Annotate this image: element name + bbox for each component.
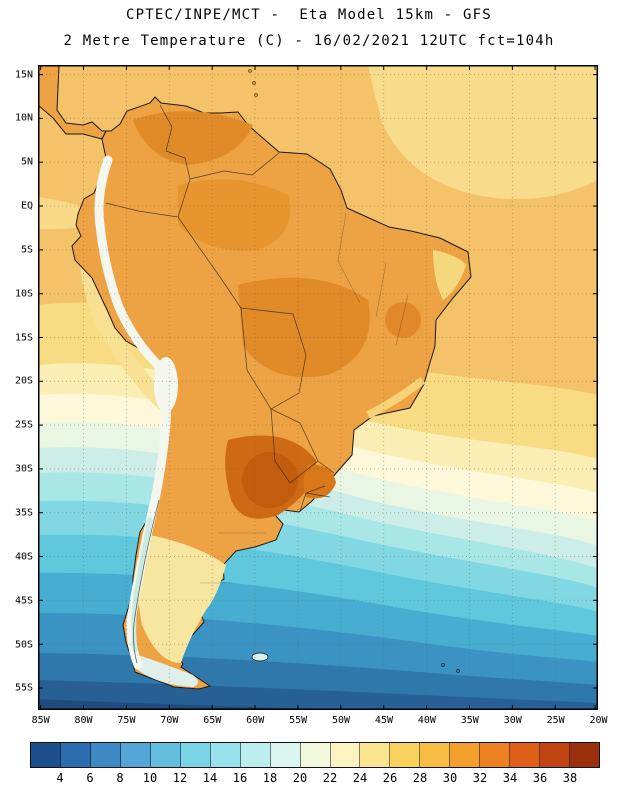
lat-tick-label: 40S: [14, 551, 33, 563]
colorbar-segment: [420, 743, 451, 767]
colorbar-segment: [270, 743, 301, 767]
lat-tick-label: 50S: [14, 639, 33, 651]
colorbar-tick-label: 22: [322, 771, 338, 785]
colorbar-tick-label: 36: [532, 771, 548, 785]
south-america-temperature-map: [37, 64, 598, 710]
lat-tick-label: 20S: [14, 375, 33, 387]
colorbar-tick-label: 28: [412, 771, 428, 785]
colorbar-labels: 4 6 8 10 12 14 16 18 20 22 24 26 28 30 32 34 36 38: [30, 771, 600, 787]
lon-tick-label: 50W: [332, 715, 351, 726]
lon-tick-label: 35W: [460, 715, 479, 726]
colorbar-segment: [540, 743, 571, 767]
colorbar-tick-label: 12: [172, 771, 188, 785]
colorbar-tick-label: 32: [472, 771, 488, 785]
colorbar-tick-label: 14: [202, 771, 218, 785]
colorbar-segment: [480, 743, 511, 767]
map-canvas: [37, 64, 598, 710]
map-title-line1: CPTEC/INPE/MCT - Eta Model 15km - GFS: [126, 7, 492, 23]
colorbar-segment: [300, 743, 331, 767]
colorbar-tick-label: 30: [442, 771, 458, 785]
colorbar-segment: [210, 743, 241, 767]
colorbar-tick-label: 26: [382, 771, 398, 785]
colorbar: [30, 742, 600, 768]
lat-tick-label: 55S: [14, 682, 33, 694]
colorbar-segment: [390, 743, 421, 767]
central-america-landmass: [37, 64, 107, 140]
lat-tick-label: 15S: [14, 332, 33, 344]
lon-tick-label: 75W: [117, 715, 136, 726]
colorbar-segment: [240, 743, 271, 767]
colorbar-tick-label: 6: [86, 771, 94, 785]
lat-tick-label: 5N: [20, 156, 33, 168]
colorbar-tick-label: 38: [562, 771, 578, 785]
lon-tick-label: 60W: [246, 715, 265, 726]
lon-tick-label: 40W: [417, 715, 436, 726]
colorbar-tick-label: 24: [352, 771, 368, 785]
lat-tick-label: 25S: [14, 419, 33, 431]
lon-tick-label: 55W: [289, 715, 308, 726]
colorbar-tick-label: 8: [116, 771, 124, 785]
lat-tick-label: 30S: [14, 463, 33, 475]
lon-axis: 85W 80W 75W 70W 65W 60W 55W 50W 45W 40W 35W 30W 25W 2…: [32, 711, 608, 729]
colorbar-segment: [120, 743, 151, 767]
lon-tick-label: 65W: [203, 715, 222, 726]
colorbar-tick-label: 18: [262, 771, 278, 785]
colorbar-tick-label: 10: [142, 771, 158, 785]
lat-tick-label: 10N: [14, 112, 33, 124]
lon-tick-label: 80W: [74, 715, 93, 726]
lon-tick-label: 20W: [589, 715, 608, 726]
lon-tick-label: 25W: [546, 715, 565, 726]
lon-tick-label: 45W: [374, 715, 393, 726]
colorbar-segment: [150, 743, 181, 767]
lat-tick-label: 35S: [14, 507, 33, 519]
lon-tick-label: 85W: [31, 715, 50, 726]
colorbar-segment: [510, 743, 541, 767]
colorbar-segment: [450, 743, 481, 767]
colorbar-tick-label: 20: [292, 771, 308, 785]
lat-tick-label: 10S: [14, 288, 33, 300]
colorbar-tick-label: 16: [232, 771, 248, 785]
colorbar-segment: [330, 743, 361, 767]
colorbar-segment: [360, 743, 391, 767]
map-title-line2: 2 Metre Temperature (C) - 16/02/2021 12U…: [63, 33, 555, 49]
colorbar-segment: [31, 743, 61, 767]
colorbar-tick-label: 34: [502, 771, 518, 785]
lat-tick-label: 15N: [14, 69, 33, 81]
colorbar-segment: [180, 743, 211, 767]
colorbar-segment: [90, 743, 121, 767]
lat-tick-label: EQ: [20, 200, 33, 212]
colorbar-segment: [60, 743, 91, 767]
lon-tick-label: 70W: [160, 715, 179, 726]
lat-tick-label: 5S: [20, 244, 33, 256]
lon-tick-label: 30W: [503, 715, 522, 726]
colorbar-segment: [570, 743, 600, 767]
lat-tick-label: 45S: [14, 595, 33, 607]
lat-axis: 15N 10N 5N EQ 5S 10S 15S 20S 25S 30S 35S 40S 45S 50S 5…: [0, 65, 36, 710]
colorbar-tick-label: 4: [56, 771, 64, 785]
